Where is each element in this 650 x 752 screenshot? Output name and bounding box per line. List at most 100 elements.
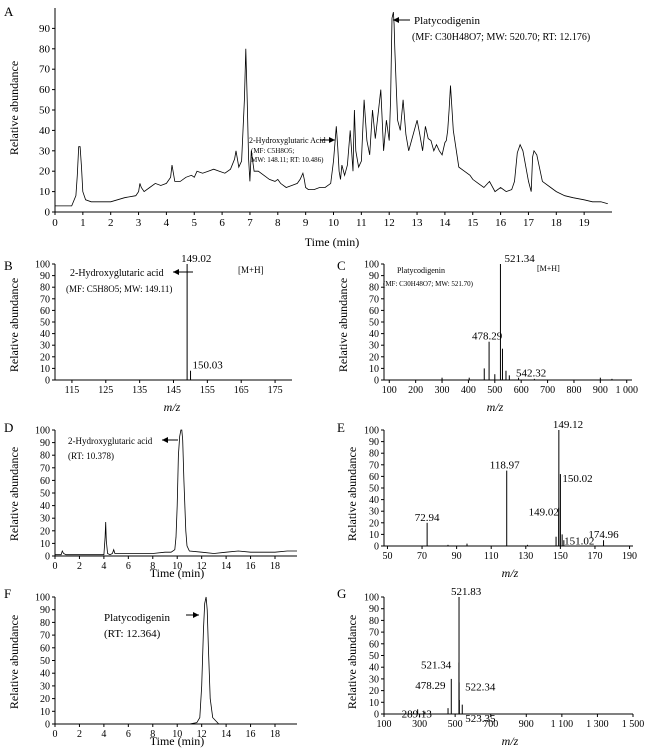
panel-g-y-tick-label: 80	[369, 616, 379, 627]
panel-c-x-tick-label: 300	[435, 385, 450, 396]
panel-f-x-tick-label: 2	[77, 729, 82, 740]
panel-g-ylabel: Relative abundance	[345, 615, 359, 709]
panel-c-y-tick-label: 20	[369, 352, 379, 363]
panel-g-y-tick-label: 40	[369, 663, 379, 674]
panel-e-xlabel: m/z	[502, 566, 519, 580]
panel-d-y-tick-label: 70	[40, 463, 50, 474]
panel-d-y-tick-label: 0	[45, 552, 50, 563]
panel-c: C Relative abundance m/z 010203040506070…	[336, 253, 638, 414]
panel-a-ann-hga-mw: MW: 148.11; RT: 10.486)	[251, 156, 324, 164]
panel-d-x-tick-label: 16	[246, 561, 256, 572]
panel-f-ann-name: Platycodigenin	[104, 612, 170, 624]
panel-letter-g: G	[337, 586, 346, 601]
panel-c-x-tick-label: 200	[408, 385, 423, 396]
panel-a-y-tick-label: 50	[39, 105, 51, 117]
panel-c-x-tick-label: 600	[514, 385, 529, 396]
panel-a-arrowhead-hga	[329, 137, 335, 143]
panel-b-x-tick-label: 155	[200, 385, 215, 396]
panel-b-ann-name: 2-Hydroxyglutaric acid	[70, 268, 164, 279]
panel-c-x-tick-label: 700	[540, 385, 555, 396]
panel-f-y-tick-label: 10	[40, 707, 50, 718]
panel-letter-a: A	[4, 4, 14, 19]
panel-g-peak-label: 521.34	[421, 660, 452, 672]
panel-d: D Relative abundance Time (min) 01020304…	[4, 420, 297, 580]
panel-f-x-tick-label: 6	[126, 729, 131, 740]
panel-b-ylabel: Relative abundance	[7, 278, 21, 372]
panel-c-xlabel: m/z	[487, 400, 504, 414]
panel-f-y-tick-label: 40	[40, 669, 50, 680]
panel-b-ann-detail: (MF: C5H8O5; MW: 149.11)	[66, 284, 172, 294]
panel-e-peak-label: 151.02	[564, 535, 594, 547]
panel-b-y-tick-label: 90	[40, 271, 50, 282]
panel-d-y-tick-label: 30	[40, 514, 50, 525]
panel-a-y-tick-label: 80	[39, 43, 51, 55]
panel-g-peak-label: 478.29	[415, 680, 446, 692]
panel-d-x-tick-label: 18	[270, 561, 280, 572]
panel-e-y-tick-label: 0	[374, 542, 379, 553]
panel-letter-c: C	[337, 258, 346, 273]
panel-d-arrowhead	[162, 437, 168, 443]
panel-e-y-tick-label: 40	[369, 495, 379, 506]
panel-a-ann-hga-mf: (MF: C5H8O5;	[251, 147, 294, 155]
panel-g-y-tick-label: 90	[369, 604, 379, 615]
panel-g-x-tick-label: 500	[448, 719, 463, 730]
panel-letter-f: F	[4, 586, 11, 601]
panel-letter-e: E	[337, 420, 345, 435]
panel-e-x-tick-label: 130	[518, 551, 533, 562]
panel-c-peak-label: 478.29	[472, 331, 503, 343]
panel-c-peak-label: 521.34	[504, 253, 535, 265]
panel-a-y-tick-label: 40	[39, 125, 51, 137]
panel-a-x-tick-label: 16	[495, 217, 507, 229]
panel-a-xlabel: Time (min)	[305, 235, 360, 249]
panel-b: B Relative abundance m/z 010203040506070…	[4, 253, 292, 414]
panel-f-x-tick-label: 4	[101, 729, 106, 740]
panel-letter-b: B	[4, 258, 13, 273]
panel-a-y-tick-label: 10	[39, 186, 51, 198]
panel-d-xlabel: Time (min)	[150, 566, 205, 580]
panel-g-x-tick-label: 700	[483, 719, 498, 730]
panel-c-x-tick-label: 900	[593, 385, 608, 396]
panel-f-x-tick-label: 8	[150, 729, 155, 740]
panel-b-ion: [M+H]	[238, 265, 264, 275]
panel-d-x-tick-label: 0	[53, 561, 58, 572]
panel-g-y-tick-label: 100	[364, 593, 379, 604]
panel-a-x-tick-label: 11	[356, 217, 367, 229]
panel-a-ann-platycodigenin: Platycodigenin	[414, 15, 480, 27]
panel-f-x-tick-label: 10	[172, 729, 182, 740]
panel-a-x-tick-label: 0	[52, 217, 58, 229]
panel-b-peak-label: 149.02	[181, 253, 211, 265]
panel-a-x-tick-label: 6	[219, 217, 225, 229]
panel-d-x-tick-label: 2	[77, 561, 82, 572]
panel-b-y-tick-label: 100	[35, 260, 50, 271]
panel-f-y-tick-label: 50	[40, 656, 50, 667]
panel-f-y-tick-label: 80	[40, 618, 50, 629]
panel-a-x-tick-label: 15	[467, 217, 479, 229]
panel-b-peak-label: 150.03	[193, 360, 224, 372]
panel-e-peak-label: 149.12	[553, 419, 583, 431]
panel-b-y-tick-label: 60	[40, 306, 50, 317]
panel-f-y-tick-label: 20	[40, 694, 50, 705]
panel-a-x-tick-label: 10	[328, 217, 340, 229]
panel-c-y-tick-label: 0	[374, 376, 379, 387]
panel-e-y-tick-label: 100	[364, 426, 379, 437]
panel-a: A Relative abundance Time (min) 01020304…	[4, 4, 612, 249]
panel-e-y-tick-label: 50	[369, 484, 379, 495]
panel-a-y-tick-label: 30	[39, 145, 51, 157]
panel-e-peak-label: 150.02	[562, 473, 592, 485]
panel-c-x-tick-label: 500	[487, 385, 502, 396]
panel-g-x-tick-label: 1 500	[622, 719, 645, 730]
panel-g-x-tick-label: 900	[519, 719, 534, 730]
panel-f-ylabel: Relative abundance	[7, 615, 21, 709]
panel-a-x-tick-label: 7	[247, 217, 253, 229]
panel-b-y-tick-label: 0	[45, 376, 50, 387]
panel-e-x-tick-label: 190	[622, 551, 637, 562]
panel-c-y-tick-label: 60	[369, 306, 379, 317]
panel-c-x-tick-label: 800	[566, 385, 581, 396]
panel-a-x-tick-label: 4	[164, 217, 170, 229]
panel-d-y-tick-label: 50	[40, 489, 50, 500]
panel-e-x-tick-label: 150	[553, 551, 568, 562]
